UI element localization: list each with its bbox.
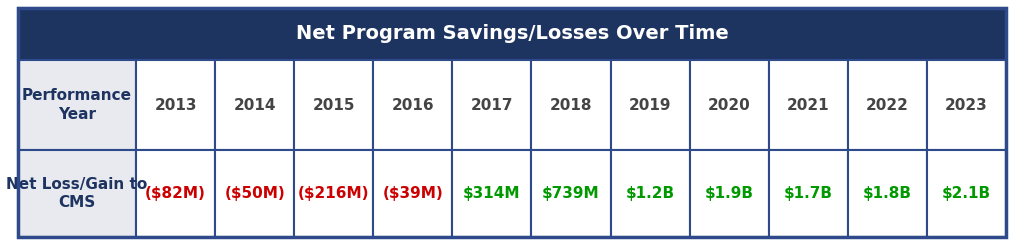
Bar	[374, 150, 453, 237]
Bar	[689, 150, 769, 237]
Bar	[769, 150, 848, 237]
Bar	[610, 150, 689, 237]
Bar	[215, 60, 294, 150]
Text: Net Loss/Gain to
CMS: Net Loss/Gain to CMS	[6, 177, 147, 210]
Text: 2020: 2020	[708, 98, 751, 112]
Bar	[769, 60, 848, 150]
Text: ($39M): ($39M)	[382, 186, 443, 201]
Text: $1.9B: $1.9B	[705, 186, 754, 201]
Text: 2013: 2013	[155, 98, 197, 112]
Text: 2015: 2015	[312, 98, 355, 112]
Text: 2021: 2021	[787, 98, 829, 112]
Bar	[689, 60, 769, 150]
Bar	[136, 60, 215, 150]
Text: Performance
Year: Performance Year	[22, 88, 132, 122]
Bar	[18, 8, 1006, 60]
Text: 2014: 2014	[233, 98, 275, 112]
Text: ($216M): ($216M)	[298, 186, 370, 201]
Bar	[294, 150, 374, 237]
Bar	[453, 60, 531, 150]
Text: 2019: 2019	[629, 98, 672, 112]
Bar	[531, 150, 610, 237]
Bar	[18, 60, 136, 150]
Text: $1.7B: $1.7B	[783, 186, 833, 201]
Text: $2.1B: $2.1B	[942, 186, 991, 201]
Text: Net Program Savings/Losses Over Time: Net Program Savings/Losses Over Time	[296, 24, 728, 44]
Bar	[848, 150, 927, 237]
Bar	[374, 60, 453, 150]
Text: $1.2B: $1.2B	[626, 186, 675, 201]
Bar	[215, 150, 294, 237]
Bar	[610, 60, 689, 150]
Text: 2023: 2023	[945, 98, 988, 112]
Bar	[294, 60, 374, 150]
Text: ($50M): ($50M)	[224, 186, 285, 201]
Bar	[18, 150, 136, 237]
Bar	[927, 150, 1006, 237]
Text: 2022: 2022	[866, 98, 909, 112]
Text: $1.8B: $1.8B	[863, 186, 911, 201]
Bar	[927, 60, 1006, 150]
Text: 2018: 2018	[550, 98, 592, 112]
Bar	[531, 60, 610, 150]
Bar	[136, 150, 215, 237]
Text: 2017: 2017	[471, 98, 513, 112]
Text: ($82M): ($82M)	[145, 186, 206, 201]
Text: $739M: $739M	[542, 186, 600, 201]
Text: $314M: $314M	[463, 186, 520, 201]
Text: 2016: 2016	[391, 98, 434, 112]
Bar	[848, 60, 927, 150]
Bar	[453, 150, 531, 237]
